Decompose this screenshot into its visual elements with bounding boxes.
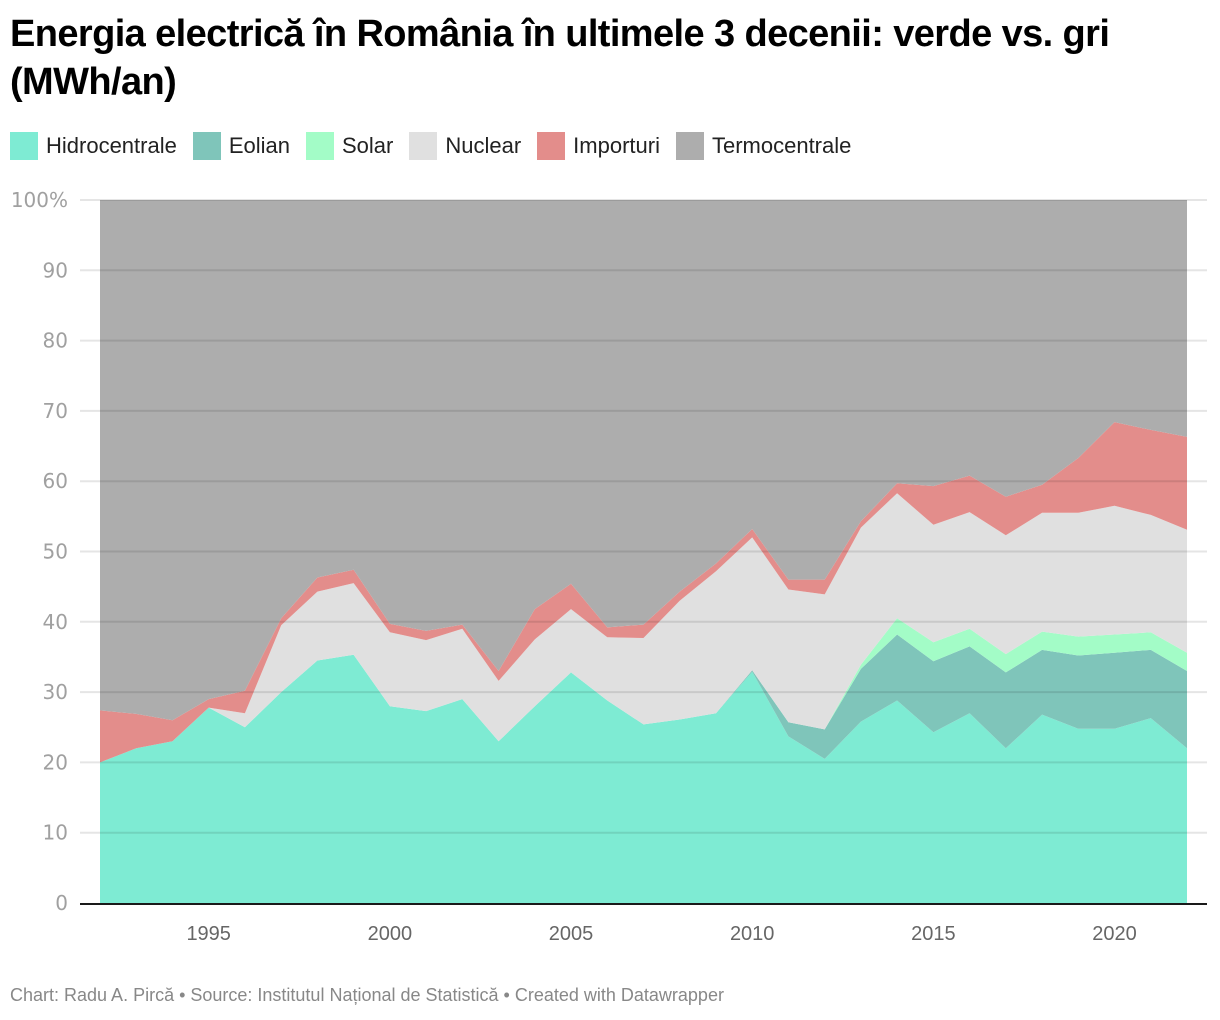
legend-swatch <box>537 132 566 160</box>
y-tick-label: 100% <box>11 188 68 212</box>
legend-swatch <box>675 132 704 160</box>
legend-item-solar: Solar <box>306 132 393 160</box>
legend-swatch <box>10 132 38 160</box>
gridlines-layer <box>80 199 1207 905</box>
y-tick-label: 70 <box>43 399 68 423</box>
legend-label: Nuclear <box>445 133 522 158</box>
legend-item-hidrocentrale: Hidrocentrale <box>10 132 177 160</box>
x-tick-label: 2010 <box>730 923 775 945</box>
area-nuclear <box>100 493 1187 763</box>
y-tick-label: 30 <box>43 680 68 704</box>
x-tick-label: 2005 <box>549 923 594 945</box>
y-tick-label: 50 <box>43 540 68 564</box>
x-tick-label: 2020 <box>1092 923 1137 945</box>
legend-swatch <box>306 132 334 160</box>
area-eolian <box>100 634 1187 763</box>
legend-item-importuri: Importuri <box>537 132 660 160</box>
area-hidrocentrale <box>100 654 1187 903</box>
x-tick-label: 1995 <box>186 923 231 945</box>
legend-swatch <box>409 132 438 160</box>
y-tick-label: 90 <box>43 258 68 282</box>
y-tick-label: 0 <box>55 891 68 915</box>
y-axis: 0 10 20 30 40 50 60 70 80 90 100% <box>11 188 68 915</box>
legend-label: Importuri <box>573 133 660 158</box>
y-tick-label: 60 <box>43 469 68 493</box>
y-tick-label: 80 <box>43 329 68 353</box>
x-axis: 1995 2000 2005 2010 2015 2020 <box>186 923 1136 945</box>
legend-label: Hidrocentrale <box>46 133 177 158</box>
area-termocentrale <box>100 200 1187 721</box>
legend-label: Solar <box>342 133 394 158</box>
x-tick-label: 2015 <box>911 923 956 945</box>
x-tick-label: 2000 <box>368 923 413 945</box>
areas-layer <box>100 200 1187 903</box>
stacked-area-chart: 0 10 20 30 40 50 60 70 80 90 100% 1995 2000 2005 2010… <box>11 188 1207 945</box>
legend-label: Eolian <box>228 133 290 158</box>
chart-title: Energia electrică în România în ultimele… <box>10 13 1110 103</box>
legend-swatch <box>192 132 221 160</box>
y-tick-label: 20 <box>43 750 68 774</box>
footer-credit: Chart: Radu A. Pircă • Source: Institutu… <box>10 985 724 1005</box>
area-importuri <box>100 422 1187 763</box>
legend-item-nuclear: Nuclear <box>409 132 521 160</box>
legend-label: Termocentrale <box>711 133 852 158</box>
legend-item-termocentrale: Termocentrale <box>675 132 852 160</box>
legend-item-eolian: Eolian <box>192 132 290 160</box>
legend: Hidrocentrale Eolian Solar Nuclear Importuri… <box>10 132 867 160</box>
y-tick-label: 40 <box>43 610 68 634</box>
y-tick-label: 10 <box>43 821 68 845</box>
